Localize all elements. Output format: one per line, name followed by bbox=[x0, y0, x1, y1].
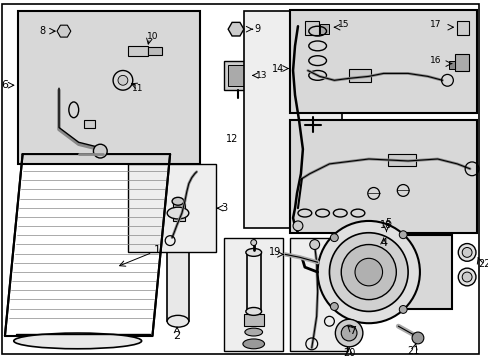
Circle shape bbox=[93, 144, 107, 158]
Ellipse shape bbox=[243, 339, 264, 349]
Text: 15: 15 bbox=[338, 20, 349, 29]
Bar bbox=[18, 12, 199, 164]
Text: 16: 16 bbox=[429, 56, 441, 65]
Text: 3: 3 bbox=[221, 203, 227, 213]
Circle shape bbox=[411, 332, 423, 344]
Ellipse shape bbox=[245, 248, 261, 256]
Text: 11: 11 bbox=[132, 84, 143, 93]
Circle shape bbox=[461, 247, 471, 257]
Circle shape bbox=[330, 234, 338, 242]
Text: 13: 13 bbox=[255, 71, 267, 80]
Circle shape bbox=[232, 25, 240, 33]
Bar bbox=[224, 60, 251, 90]
Circle shape bbox=[399, 231, 407, 239]
Text: 4: 4 bbox=[379, 238, 386, 248]
Circle shape bbox=[292, 221, 302, 231]
Circle shape bbox=[335, 319, 362, 347]
Bar bbox=[173, 203, 184, 221]
Text: 19: 19 bbox=[269, 247, 281, 257]
Bar bbox=[456, 21, 468, 35]
Circle shape bbox=[329, 233, 407, 311]
Bar bbox=[172, 201, 183, 215]
Text: 5: 5 bbox=[385, 218, 391, 228]
Bar bbox=[289, 238, 346, 351]
Text: 22: 22 bbox=[478, 259, 488, 269]
Bar bbox=[387, 235, 451, 310]
Bar bbox=[387, 154, 415, 166]
Text: 8: 8 bbox=[39, 26, 45, 36]
Bar bbox=[244, 12, 342, 228]
Bar bbox=[147, 47, 162, 55]
Bar bbox=[448, 60, 454, 68]
Text: 14: 14 bbox=[272, 63, 284, 73]
Text: 18: 18 bbox=[380, 220, 392, 230]
Polygon shape bbox=[22, 154, 170, 162]
Text: 10: 10 bbox=[146, 32, 158, 41]
Circle shape bbox=[330, 302, 338, 310]
Text: 9: 9 bbox=[254, 24, 260, 34]
Bar bbox=[244, 314, 263, 326]
Circle shape bbox=[461, 272, 471, 282]
Circle shape bbox=[309, 240, 319, 249]
Bar bbox=[289, 120, 476, 233]
Ellipse shape bbox=[167, 315, 188, 327]
Text: 2: 2 bbox=[173, 331, 180, 341]
Bar bbox=[454, 54, 468, 72]
Bar bbox=[127, 46, 147, 56]
Bar bbox=[304, 90, 316, 102]
Bar bbox=[83, 120, 95, 127]
Ellipse shape bbox=[167, 207, 188, 219]
Ellipse shape bbox=[172, 197, 183, 205]
Bar bbox=[224, 238, 283, 351]
Text: 7: 7 bbox=[349, 326, 356, 336]
Bar bbox=[228, 64, 247, 86]
Circle shape bbox=[250, 240, 256, 246]
Polygon shape bbox=[228, 22, 244, 36]
Circle shape bbox=[457, 244, 475, 261]
Text: 6: 6 bbox=[1, 80, 8, 90]
Ellipse shape bbox=[14, 333, 142, 349]
Circle shape bbox=[354, 258, 382, 286]
Bar bbox=[127, 164, 216, 252]
Text: 17: 17 bbox=[429, 20, 441, 29]
Bar bbox=[348, 68, 370, 82]
Circle shape bbox=[317, 221, 419, 323]
Circle shape bbox=[399, 306, 407, 314]
Circle shape bbox=[341, 325, 356, 341]
Text: 21: 21 bbox=[406, 346, 418, 356]
Bar bbox=[289, 9, 476, 113]
Text: 12: 12 bbox=[225, 134, 238, 144]
Bar bbox=[167, 213, 188, 321]
Ellipse shape bbox=[245, 307, 261, 315]
Circle shape bbox=[341, 244, 395, 300]
Circle shape bbox=[457, 268, 475, 286]
Polygon shape bbox=[57, 25, 71, 37]
Bar bbox=[319, 24, 329, 34]
Circle shape bbox=[61, 28, 67, 35]
Ellipse shape bbox=[244, 328, 262, 336]
Circle shape bbox=[118, 75, 127, 85]
Text: 20: 20 bbox=[342, 348, 355, 358]
Text: 1: 1 bbox=[154, 246, 161, 256]
Bar bbox=[304, 21, 318, 35]
